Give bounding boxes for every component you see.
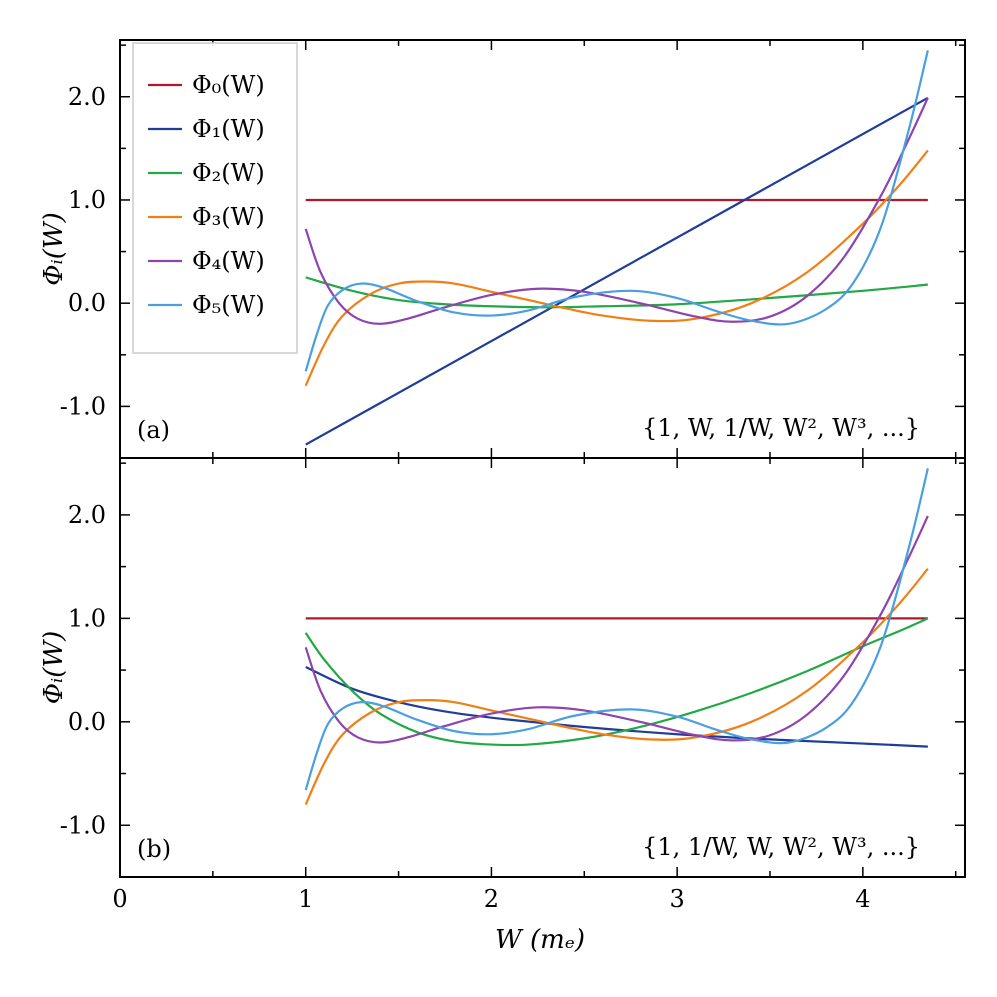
series-line-phi1: [305, 96, 929, 446]
y-tick-label: 0.0: [68, 708, 106, 736]
legend-label-phi3: Φ₃(W): [192, 203, 265, 231]
series-line-phi3: [304, 568, 929, 806]
legend-label-phi1: Φ₁(W): [192, 115, 265, 143]
legend-box: [132, 42, 298, 354]
legend-label-phi5: Φ₅(W): [192, 291, 265, 319]
series-line-phi5: [304, 50, 929, 372]
y-axis-title: Φᵢ(W): [39, 212, 69, 286]
series-line-phi4: [304, 515, 929, 744]
x-tick-label: 3: [670, 885, 685, 913]
y-axis-title: Φᵢ(W): [39, 631, 69, 705]
series-line-phi2: [304, 617, 929, 747]
series-line-phi5: [304, 468, 929, 791]
legend: Φ₀(W) Φ₁(W) Φ₂(W) Φ₃(W) Φ₄(W) Φ₅(W): [132, 42, 298, 354]
basis-annotation: {1, W, 1/W, W², W³, ...}: [642, 414, 920, 442]
basis-annotation: {1, 1/W, W, W², W³, ...}: [642, 833, 920, 861]
series-line-phi4: [304, 97, 929, 325]
y-tick-label: 2.0: [68, 501, 106, 529]
panel-label: (b): [137, 835, 171, 863]
panel-label: (a): [137, 416, 170, 444]
x-tick-label: 0: [112, 885, 127, 913]
x-tick-label: 4: [855, 885, 870, 913]
y-tick-label: -1.0: [60, 392, 106, 420]
y-tick-label: 2.0: [68, 83, 106, 111]
y-tick-label: 1.0: [68, 604, 106, 632]
series-line-phi1: [305, 665, 928, 748]
plot-frame: [119, 457, 966, 878]
legend-label-phi2: Φ₂(W): [192, 159, 265, 187]
y-tick-label: 0.0: [68, 289, 106, 317]
y-tick-label: -1.0: [60, 811, 106, 839]
x-axis-title: W (mₑ): [495, 925, 585, 955]
legend-label-phi0: Φ₀(W): [192, 71, 265, 99]
x-tick-label: 2: [484, 885, 499, 913]
x-tick-label: 1: [298, 885, 313, 913]
series-line-phi3: [304, 149, 929, 387]
panel-b: -1.0 0.0 1.0 2.0 0 1 2 3 4 Φᵢ(W) (b) {1, 1/W, W, W²…: [39, 457, 966, 913]
legend-label-phi4: Φ₄(W): [192, 247, 265, 275]
y-tick-label: 1.0: [68, 186, 106, 214]
panel-a: -1.0 0.0 1.0 2.0 Φᵢ(W) (a) {1, W, 1/W, W², W³,…: [39, 39, 966, 459]
